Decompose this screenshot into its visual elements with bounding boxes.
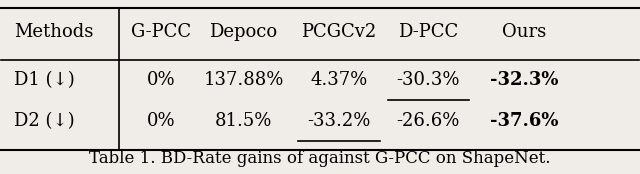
Text: Depoco: Depoco	[209, 23, 278, 41]
Text: -26.6%: -26.6%	[397, 112, 460, 130]
Text: -37.6%: -37.6%	[490, 112, 558, 130]
Text: 137.88%: 137.88%	[204, 71, 284, 89]
Text: 0%: 0%	[147, 71, 175, 89]
Text: 0%: 0%	[147, 112, 175, 130]
Text: 4.37%: 4.37%	[310, 71, 368, 89]
Text: D-PCC: D-PCC	[398, 23, 458, 41]
Text: G-PCC: G-PCC	[131, 23, 191, 41]
Text: Methods: Methods	[14, 23, 93, 41]
Text: -30.3%: -30.3%	[397, 71, 460, 89]
Text: PCGCv2: PCGCv2	[301, 23, 377, 41]
Text: D1 (↓): D1 (↓)	[14, 71, 75, 89]
Text: D2 (↓): D2 (↓)	[14, 112, 75, 130]
Text: Table 1. BD-Rate gains of against G-PCC on ShapeNet.: Table 1. BD-Rate gains of against G-PCC …	[89, 151, 551, 167]
Text: -33.2%: -33.2%	[307, 112, 371, 130]
Text: 81.5%: 81.5%	[215, 112, 272, 130]
Text: Ours: Ours	[502, 23, 546, 41]
Text: -32.3%: -32.3%	[490, 71, 558, 89]
